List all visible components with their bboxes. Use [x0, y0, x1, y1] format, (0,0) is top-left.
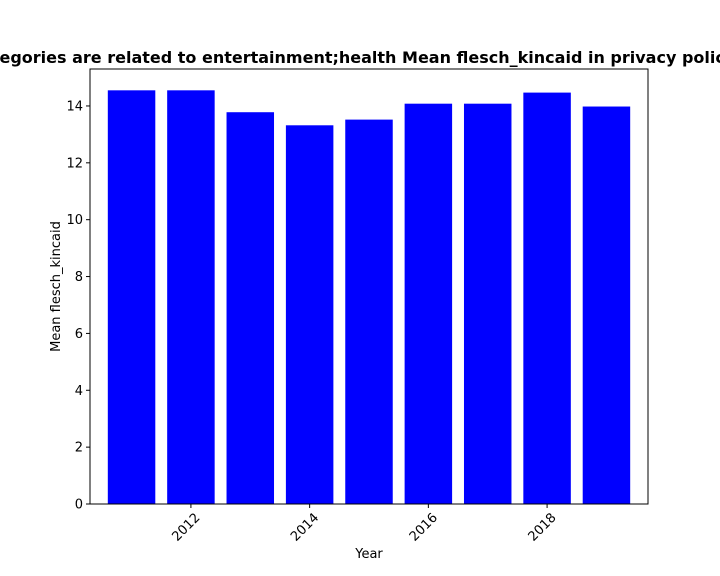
- bar-2014: [285, 125, 334, 504]
- plot-frame: [89, 68, 649, 505]
- y-tick-label: 12: [66, 156, 83, 171]
- y-axis: 0 2 4 6 8 10 12 14: [66, 99, 90, 513]
- y-tick-label: 6: [75, 327, 83, 342]
- x-axis: 2012 2014 2016 2018: [169, 504, 560, 545]
- y-tick-label: 2: [75, 441, 83, 456]
- bar-2018: [523, 92, 571, 505]
- y-tick-label: 8: [75, 270, 83, 285]
- x-tick-label: 2016: [407, 511, 441, 545]
- bar-2012: [167, 90, 215, 504]
- y-tick-label: 14: [66, 99, 83, 114]
- y-tick-label: 0: [75, 498, 83, 513]
- chart-title: Categories are related to entertainment;…: [0, 48, 720, 67]
- bar-2015: [345, 119, 393, 504]
- y-tick-label: 10: [66, 213, 83, 228]
- x-axis-label: Year: [354, 547, 383, 562]
- y-axis-label: Mean flesch_kincaid: [49, 221, 64, 352]
- y-tick-label: 4: [75, 384, 83, 399]
- bar-2019: [582, 106, 631, 504]
- bars-group: [107, 90, 631, 505]
- bar-2011: [107, 90, 156, 504]
- x-tick-label: 2018: [526, 511, 560, 545]
- x-tick-label: 2014: [288, 511, 322, 545]
- bar-2016: [404, 103, 453, 504]
- bar-2017: [463, 103, 512, 504]
- bar-2013: [226, 112, 275, 504]
- x-tick-label: 2012: [169, 511, 203, 545]
